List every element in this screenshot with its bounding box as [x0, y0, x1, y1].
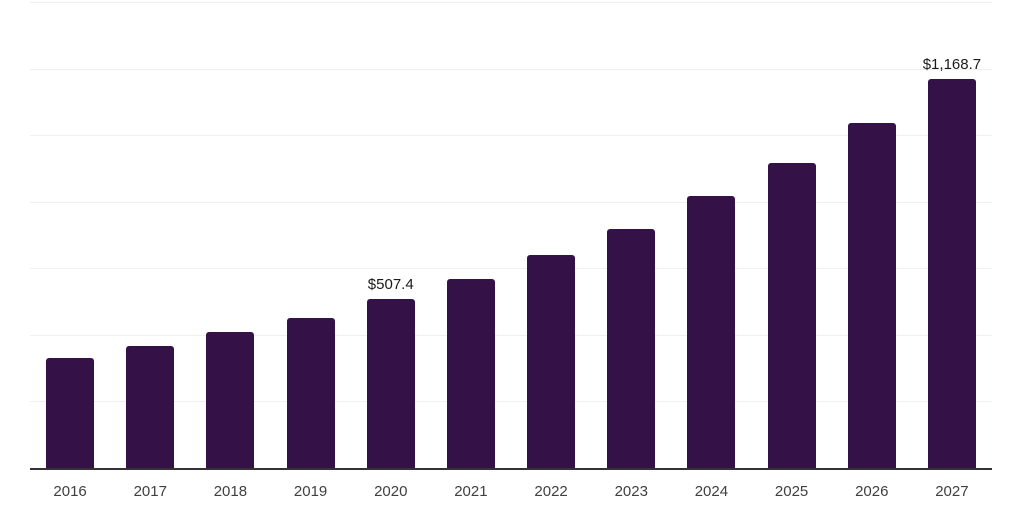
- bar-2025: [767, 163, 816, 468]
- x-tick-2025: 2025: [774, 483, 809, 500]
- x-tick-2017: 2017: [133, 483, 167, 500]
- gridline-400: [30, 334, 992, 336]
- x-tick-2026: 2026: [855, 483, 889, 500]
- bar-2021: [446, 278, 495, 468]
- bar-2018: [206, 332, 255, 468]
- bar-2022: [527, 255, 576, 468]
- bar-2016: [46, 358, 95, 468]
- x-tick-2020: 2020: [374, 483, 408, 500]
- bar-2026: [847, 122, 896, 468]
- x-tick-2019: 2019: [293, 483, 328, 500]
- gridline-800: [30, 201, 992, 203]
- x-tick-2023: 2023: [614, 483, 648, 500]
- x-tick-2021: 2021: [454, 483, 488, 500]
- plot-area: $507.4 $1,168.7: [30, 2, 992, 470]
- bar-2017: [126, 345, 175, 468]
- gridline-1400: [30, 2, 992, 3]
- data-label-2020: $507.4: [367, 276, 414, 294]
- x-tick-2024: 2024: [694, 483, 729, 500]
- data-label-2027: $1,168.7: [922, 56, 982, 73]
- gridline-1000: [30, 135, 992, 137]
- x-tick-2027: 2027: [935, 483, 969, 500]
- x-tick-2018: 2018: [213, 483, 248, 500]
- gridline-600: [30, 268, 992, 270]
- bar-2024: [687, 196, 736, 468]
- gridline-200: [30, 401, 992, 403]
- bar-2023: [607, 228, 656, 468]
- bar-2027: [927, 79, 976, 468]
- gridline-1200: [30, 68, 992, 70]
- bar-2019: [286, 317, 335, 468]
- x-tick-2016: 2016: [53, 483, 87, 500]
- x-tick-2022: 2022: [534, 483, 568, 500]
- bar-2020: [366, 299, 415, 468]
